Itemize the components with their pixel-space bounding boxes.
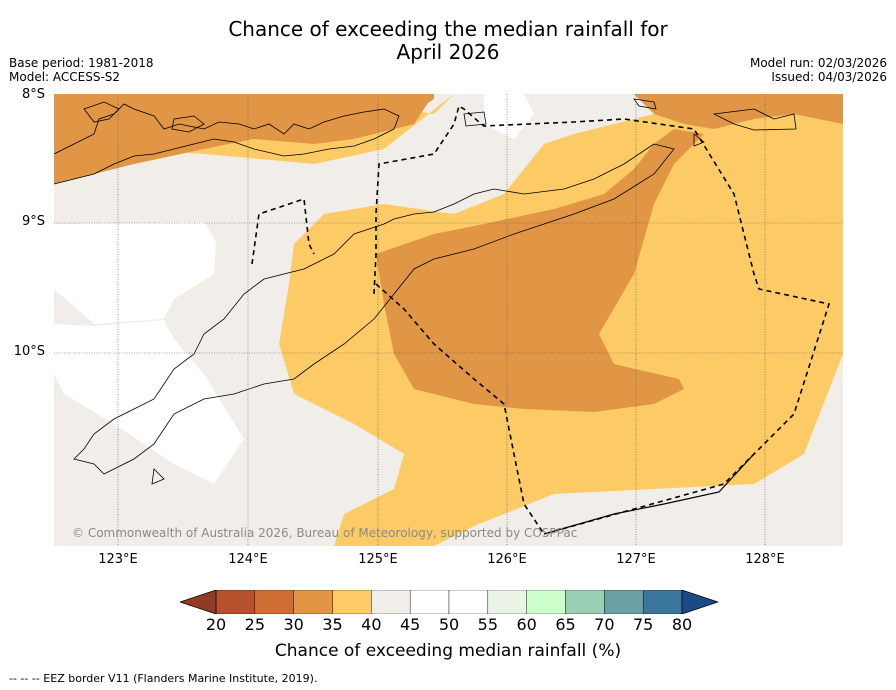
region-30-35-north (54, 94, 434, 184)
colorbar-cell (448, 590, 489, 614)
colorbar-cell (642, 590, 683, 614)
colorbar-tick-label: 50 (438, 615, 460, 634)
lat-label-8s: 8°S (21, 87, 45, 102)
meta-right: Model run: 02/03/2026 Issued: 04/03/2026 (750, 56, 887, 84)
colorbar-tick-label: 55 (477, 615, 499, 634)
eez-border (251, 104, 831, 535)
colorbar-cell (565, 590, 605, 614)
chart-title: Chance of exceeding the median rainfall … (0, 18, 896, 64)
model-name: Model: ACCESS-S2 (9, 70, 121, 84)
model-run: Model run: 02/03/2026 (749, 56, 887, 70)
colorbar-over-arrow (681, 590, 718, 614)
lat-label-9s: 9°S (21, 214, 45, 229)
title-line-2: April 2026 (396, 40, 500, 64)
colorbar-tick-label: 70 (594, 615, 615, 634)
colorbar-cells (215, 590, 683, 614)
meta-left: Base period: 1981-2018 Model: ACCESS-S2 (9, 56, 154, 84)
title-line-1: Chance of exceeding the median rainfall … (228, 17, 668, 41)
lon-label-126e: 126°E (487, 552, 527, 567)
region-40-45-south (54, 344, 404, 546)
colorbar-tick-label: 65 (555, 615, 576, 634)
gridlines (54, 94, 843, 546)
colorbar-tick-label: 45 (399, 615, 421, 634)
colorbar-ticks: 20 25 30 35 40 45 50 55 60 65 70 75 80 (0, 615, 896, 635)
colorbar-tick-label: 80 (671, 615, 693, 634)
colorbar-cell (487, 590, 527, 614)
lon-label-127e: 127°E (616, 552, 656, 567)
eez-footnote: -- -- -- EEZ border V11 (Flanders Marine… (9, 672, 318, 685)
region-30-35-northeast (634, 94, 843, 129)
colorbar-under-arrow (180, 590, 217, 614)
colorbar-cell (215, 590, 256, 614)
lat-label-10s: 10°S (13, 344, 45, 359)
coastlines (54, 98, 797, 485)
region-45-55-southwest (54, 320, 244, 484)
issued-date: Issued: 04/03/2026 (771, 70, 887, 84)
colorbar-cell (371, 590, 411, 614)
colorbar (180, 590, 718, 614)
copyright-notice: © Commonwealth of Australia 2026, Bureau… (72, 526, 578, 540)
colorbar-cell (526, 590, 566, 614)
colorbar-tick-label: 75 (632, 615, 654, 634)
lon-label-125e: 125°E (358, 552, 398, 567)
eez-border-solid (543, 453, 755, 535)
colorbar-tick-label: 35 (322, 615, 343, 634)
map-panel[interactable]: © Commonwealth of Australia 2026, Bureau… (54, 94, 843, 546)
rainfall-map (54, 94, 843, 546)
region-45-55-west (54, 222, 216, 324)
colorbar-cell (409, 590, 450, 614)
colorbar-tick-label: 30 (283, 615, 304, 634)
colorbar-cell (604, 590, 644, 614)
colorbar-cell (332, 590, 372, 614)
colorbar-cell (254, 590, 294, 614)
colorbar-tick-label: 40 (361, 615, 382, 634)
region-30-35-central (376, 129, 704, 412)
colorbar-tick-label: 20 (205, 615, 227, 634)
lon-label-123e: 123°E (98, 552, 138, 567)
colorbar-cell (293, 590, 333, 614)
base-period: Base period: 1981-2018 (9, 56, 154, 70)
region-45-55-north (484, 94, 534, 139)
lon-label-124e: 124°E (228, 552, 268, 567)
colorbar-label: Chance of exceeding median rainfall (%) (274, 641, 622, 661)
colorbar-tick-label: 60 (516, 615, 537, 634)
colorbar-tick-label: 25 (244, 615, 266, 634)
lon-label-128e: 128°E (745, 552, 785, 567)
